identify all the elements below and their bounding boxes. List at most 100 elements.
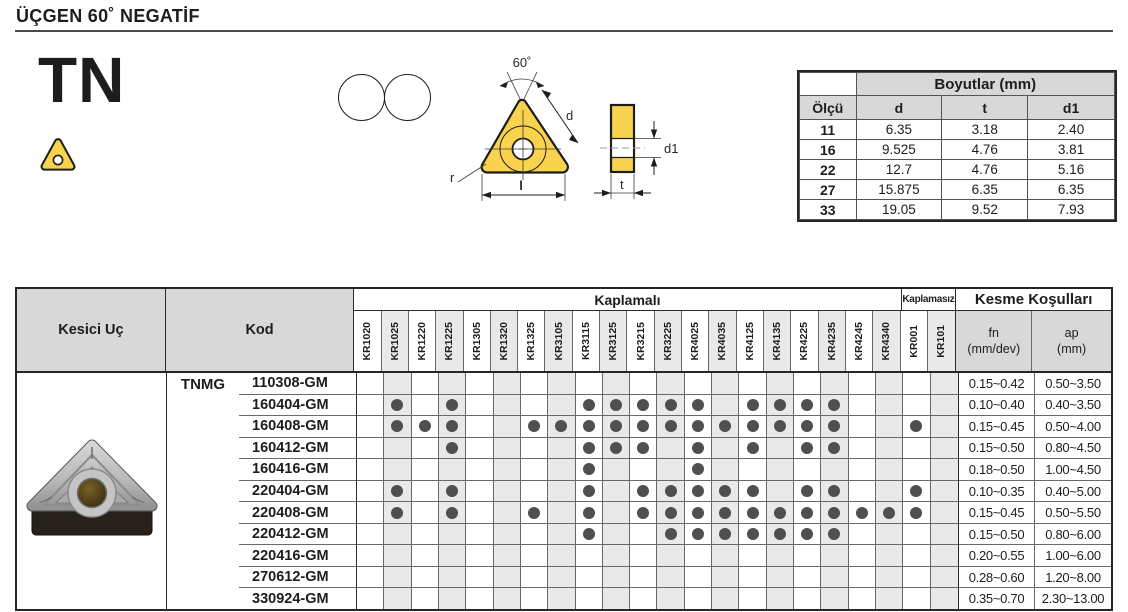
availability-cell xyxy=(821,588,849,610)
dimension-value: 5.16 xyxy=(1027,159,1115,180)
availability-cell xyxy=(712,502,740,523)
dimension-value: 3.18 xyxy=(941,119,1029,140)
insert-shape-icon xyxy=(40,138,76,171)
grade-column-header: KR1305 xyxy=(464,311,491,371)
availability-dot-icon xyxy=(582,398,595,411)
availability-cell xyxy=(602,566,631,588)
availability-cell xyxy=(685,523,713,545)
availability-dot-icon xyxy=(446,506,459,519)
table-row xyxy=(357,437,958,460)
code-column-header: Kod xyxy=(165,289,355,371)
availability-cell xyxy=(438,588,467,610)
availability-cell xyxy=(438,523,467,545)
availability-cell xyxy=(875,502,904,523)
grade-column-header: KR3215 xyxy=(627,311,655,371)
availability-cell xyxy=(384,437,412,459)
availability-cell xyxy=(821,437,849,459)
availability-dot-icon xyxy=(637,506,650,519)
availability-cell xyxy=(357,588,385,610)
grade-column-header: KR3225 xyxy=(654,311,683,371)
availability-dot-icon xyxy=(910,485,923,497)
availability-cell xyxy=(875,566,904,588)
availability-dot-icon xyxy=(910,420,923,433)
availability-cell xyxy=(875,437,904,459)
cutting-row: 0.15~0.50 0.80~4.50 xyxy=(959,437,1111,460)
availability-cell xyxy=(657,588,685,610)
availability-cell xyxy=(521,502,549,523)
availability-cell xyxy=(493,394,521,416)
angle-label: 60˚ xyxy=(513,55,532,70)
availability-cell xyxy=(821,545,849,566)
ap-value: 0.50~3.50 xyxy=(1045,375,1101,391)
availability-cell xyxy=(576,480,603,502)
availability-cell xyxy=(849,459,876,480)
availability-cell xyxy=(357,523,385,545)
cutting-row: 0.10~0.40 0.40~3.50 xyxy=(959,394,1111,417)
availability-dot-icon xyxy=(609,420,622,433)
r-dimension-label: r xyxy=(450,170,455,185)
availability-cell xyxy=(602,502,631,523)
availability-cell xyxy=(766,459,794,480)
availability-cell xyxy=(766,545,794,566)
availability-cell xyxy=(685,459,713,480)
availability-cell xyxy=(712,523,740,545)
availability-cell xyxy=(821,459,849,480)
availability-cell xyxy=(766,588,794,610)
availability-dot-icon xyxy=(609,398,622,411)
availability-cell xyxy=(466,373,494,394)
availability-cell xyxy=(548,545,576,566)
availability-cell xyxy=(849,480,876,502)
availability-cell xyxy=(821,394,849,416)
ap-value: 2.30~13.00 xyxy=(1041,591,1105,607)
availability-cell xyxy=(630,437,658,459)
availability-cell xyxy=(493,523,521,545)
availability-dot-icon xyxy=(637,485,650,497)
availability-cell xyxy=(794,373,822,394)
availability-cell xyxy=(384,502,412,523)
availability-dot-icon xyxy=(446,485,459,497)
availability-cell xyxy=(412,394,439,416)
availability-cell xyxy=(849,566,876,588)
availability-cell xyxy=(875,545,904,566)
availability-cell xyxy=(576,459,603,480)
fn-column-header: fn (mm/dev) xyxy=(956,311,1033,371)
table-row xyxy=(357,523,958,546)
availability-dot-icon xyxy=(828,398,841,411)
availability-cell xyxy=(794,416,822,437)
availability-cell xyxy=(794,502,822,523)
availability-cell xyxy=(548,480,576,502)
code-cell: 160416-GM xyxy=(239,459,356,481)
availability-cell xyxy=(548,416,576,437)
series-prefix: TNMG xyxy=(180,376,226,393)
availability-dot-icon xyxy=(391,485,404,497)
page-title: ÜÇGEN 60˚ NEGATİF xyxy=(16,6,200,26)
fn-value: 0.15~0.45 xyxy=(959,416,1035,437)
availability-cell xyxy=(576,566,603,588)
availability-cell xyxy=(849,545,876,566)
dimension-value: 7.93 xyxy=(1027,199,1115,220)
t-dimension-label: t xyxy=(620,177,624,192)
dimension-value: 27 xyxy=(799,179,857,200)
table-row xyxy=(357,588,958,610)
availability-cell xyxy=(412,480,439,502)
availability-dot-icon xyxy=(418,420,431,433)
availability-dot-icon xyxy=(828,485,841,497)
availability-dot-icon xyxy=(801,506,814,519)
grade-column-header: KR3115 xyxy=(573,311,601,371)
insert-photo-cell xyxy=(17,373,167,609)
availability-cell xyxy=(766,394,794,416)
availability-dot-icon xyxy=(446,420,459,433)
material-circle-icon xyxy=(338,74,385,121)
availability-dot-icon xyxy=(582,506,595,519)
code-cell: 220408-GM xyxy=(239,502,356,524)
availability-cell xyxy=(521,459,549,480)
availability-cell xyxy=(794,394,822,416)
availability-dot-icon xyxy=(555,420,568,433)
dimensions-row: 33 19.05 9.52 7.93 xyxy=(799,199,1115,220)
coated-band-label: Kaplamalı xyxy=(354,289,902,310)
availability-dot-icon xyxy=(746,420,759,433)
availability-cell xyxy=(548,394,576,416)
availability-cell xyxy=(576,416,603,437)
availability-cell xyxy=(466,588,494,610)
availability-cell xyxy=(712,437,740,459)
